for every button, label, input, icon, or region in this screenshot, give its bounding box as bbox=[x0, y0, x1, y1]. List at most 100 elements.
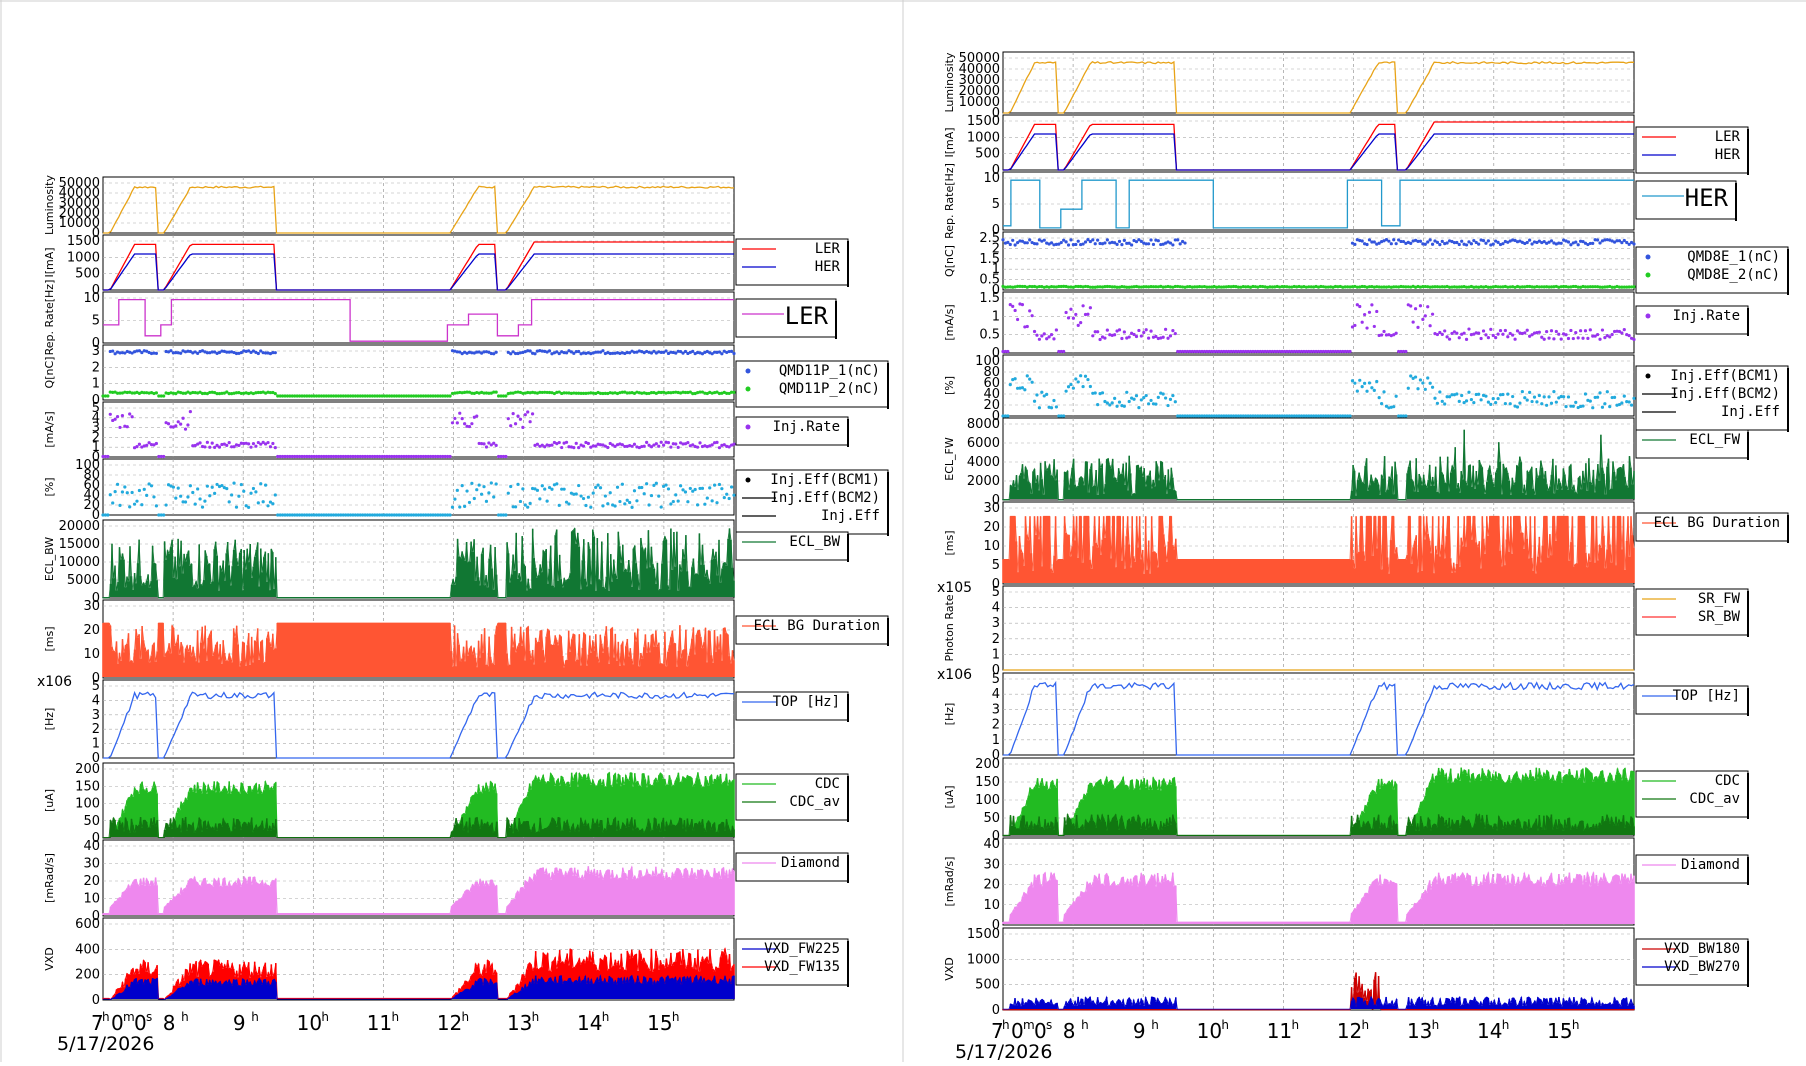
data-point bbox=[261, 440, 265, 444]
data-point bbox=[125, 390, 129, 395]
data-point bbox=[1154, 334, 1158, 339]
data-point bbox=[285, 513, 290, 517]
data-point bbox=[1622, 285, 1626, 289]
data-point bbox=[698, 441, 702, 445]
data-point bbox=[642, 391, 646, 395]
data-point bbox=[1263, 285, 1267, 289]
data-point bbox=[1049, 285, 1054, 289]
legend-box bbox=[735, 615, 889, 645]
data-point bbox=[1583, 241, 1588, 245]
data-point bbox=[1469, 397, 1473, 402]
data-point bbox=[1396, 238, 1401, 242]
axis-start-label-s: 0 bbox=[1034, 1019, 1047, 1043]
data-point bbox=[657, 390, 661, 394]
data-point bbox=[645, 349, 649, 354]
data-point bbox=[1086, 377, 1090, 382]
data-point bbox=[1113, 285, 1117, 289]
data-point bbox=[530, 486, 535, 491]
hour-tick-sup: h bbox=[1502, 1018, 1510, 1032]
data-point bbox=[1003, 285, 1008, 289]
data-point bbox=[555, 442, 559, 446]
data-point bbox=[606, 502, 610, 506]
data-point bbox=[200, 444, 205, 449]
data-point bbox=[1358, 378, 1362, 382]
data-point bbox=[1404, 349, 1408, 354]
data-point bbox=[666, 441, 671, 445]
data-point bbox=[623, 502, 627, 506]
hour-tick-sup: h bbox=[1081, 1018, 1089, 1032]
legend-L-eff: Inj.Eff(BCM1)Inj.Eff(BCM2)Inj.Eff bbox=[735, 469, 889, 536]
data-point bbox=[552, 391, 557, 396]
data-point bbox=[1074, 284, 1078, 289]
data-point bbox=[251, 349, 256, 353]
ytick-label: 1 bbox=[92, 737, 100, 752]
data-point bbox=[285, 454, 290, 459]
data-point bbox=[1076, 239, 1080, 243]
data-point bbox=[1566, 395, 1571, 399]
data-point bbox=[1469, 284, 1473, 289]
data-point bbox=[676, 390, 680, 395]
date-label-left: 5/17/2026 bbox=[57, 1033, 154, 1055]
data-point bbox=[652, 390, 656, 395]
data-point bbox=[521, 350, 525, 355]
data-point bbox=[314, 394, 319, 398]
ytick-label: 200 bbox=[75, 762, 100, 777]
ytick-label: 2000 bbox=[967, 474, 1000, 489]
data-point bbox=[513, 351, 518, 356]
data-point bbox=[1443, 402, 1447, 406]
data-point bbox=[1057, 414, 1061, 418]
data-point bbox=[1302, 349, 1306, 354]
data-point bbox=[193, 502, 197, 506]
data-point bbox=[159, 513, 163, 517]
data-point bbox=[1166, 284, 1170, 289]
legend-label: QMD11P_2(nC) bbox=[779, 381, 880, 397]
ytick-label: 30000 bbox=[59, 196, 100, 211]
data-point bbox=[581, 444, 586, 448]
data-point bbox=[584, 503, 588, 508]
data-point bbox=[290, 513, 294, 517]
panel-frame bbox=[102, 176, 735, 234]
data-point bbox=[382, 394, 387, 398]
data-point bbox=[1535, 400, 1539, 404]
hour-tick-sup: h bbox=[181, 1010, 189, 1024]
data-point bbox=[1134, 240, 1139, 244]
data-point bbox=[370, 454, 374, 459]
ytick-label: 4 bbox=[992, 601, 1000, 616]
data-point bbox=[567, 349, 571, 353]
data-point bbox=[1287, 414, 1291, 418]
data-point bbox=[669, 445, 673, 449]
data-point bbox=[533, 487, 537, 491]
data-point bbox=[460, 352, 464, 356]
data-point bbox=[501, 513, 506, 517]
data-point bbox=[1389, 242, 1393, 246]
data-point bbox=[1290, 414, 1294, 418]
data-point bbox=[489, 391, 493, 395]
data-point bbox=[1367, 238, 1372, 242]
data-point bbox=[166, 483, 171, 487]
hour-tick-label: 13 bbox=[507, 1011, 532, 1035]
data-point bbox=[1297, 414, 1301, 418]
data-point bbox=[1440, 399, 1444, 403]
data-point bbox=[280, 394, 285, 398]
data-point bbox=[1506, 240, 1510, 244]
data-point bbox=[1025, 241, 1029, 245]
data-point bbox=[373, 454, 377, 459]
legend-marker bbox=[745, 477, 751, 483]
data-point bbox=[1571, 404, 1575, 408]
data-point bbox=[307, 513, 311, 517]
data-point bbox=[618, 442, 622, 446]
ytick-label: 0.5 bbox=[979, 273, 1000, 288]
data-point bbox=[443, 454, 447, 459]
data-point bbox=[1372, 285, 1376, 289]
data-point bbox=[487, 350, 491, 354]
data-point bbox=[1525, 328, 1529, 332]
data-point bbox=[171, 391, 175, 395]
data-point bbox=[1450, 285, 1454, 289]
legend-R-ecl: ECL_FW bbox=[1635, 429, 1749, 460]
series-luminosity bbox=[1003, 60, 1635, 114]
data-point bbox=[149, 391, 154, 395]
hour-tick-sup: h bbox=[1362, 1018, 1370, 1032]
